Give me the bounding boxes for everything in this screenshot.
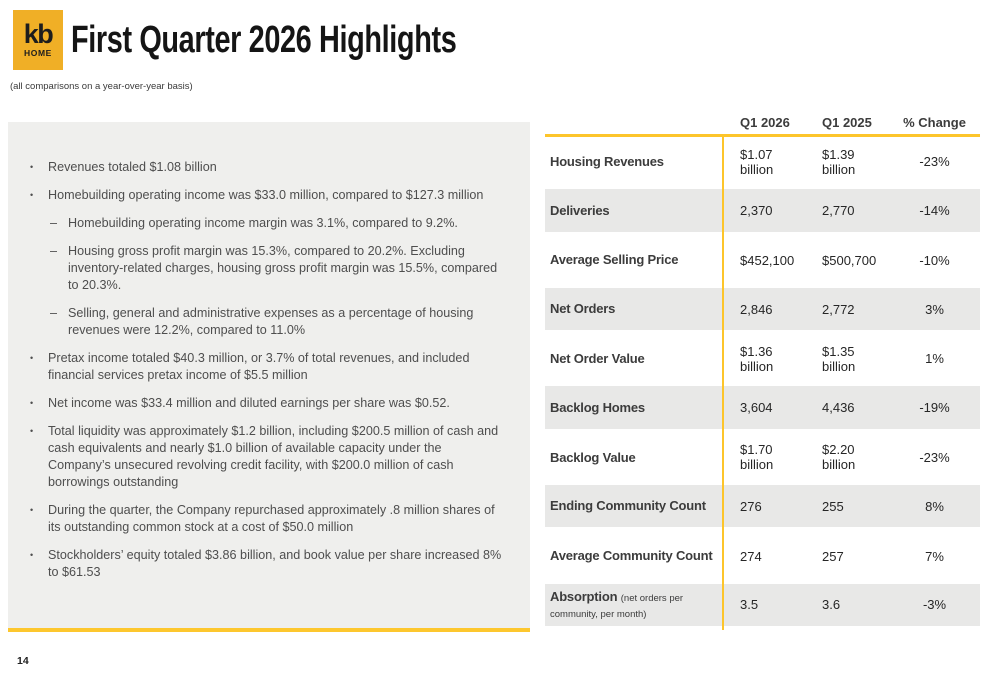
value-pct-change: -14% [919,202,950,218]
bullet-text: Pretax income totaled $40.3 million, or … [48,351,470,382]
col-header-pct-change: % Change [903,114,966,130]
row-average-community-count: Average Community Count 274 257 7% [545,531,980,580]
bullet-homebuilding-income: Homebuilding operating income was $33.0 … [28,187,502,204]
row-label: Average Selling Price [550,252,679,268]
value-q1-2026: $1.07 billion [740,146,774,177]
value-q1-2025: $2.20 billion [822,442,856,473]
bullet-stockholders-equity: Stockholders’ equity totaled $3.86 billi… [28,547,502,581]
row-label-main: Absorption [550,589,618,605]
row-deliveries: Deliveries 2,370 2,770 -14% [545,186,980,235]
row-label-note: (net orders per community, per month) [550,593,684,620]
row-label: Backlog Homes [550,399,645,415]
bullet-text: Net income was $33.4 million and diluted… [48,396,450,410]
bullet-revenues: Revenues totaled $1.08 billion [28,159,502,176]
bullet-text: Homebuilding operating income margin was… [68,216,458,230]
value-q1-2026: 3.5 [740,597,759,613]
value-q1-2026: 276 [740,498,762,514]
row-housing-revenues: Housing Revenues $1.07 billion $1.39 bil… [545,137,980,186]
row-label: Deliveries [550,202,610,218]
row-label: Housing Revenues [550,153,664,169]
value-q1-2026: $452,100 [740,252,795,268]
col-header-q1-2025: Q1 2025 [822,114,872,130]
bullet-text: Homebuilding operating income was $33.0 … [48,188,484,202]
bullet-operating-margin: Homebuilding operating income margin was… [50,215,502,232]
highlights-panel: Revenues totaled $1.08 billion Homebuild… [8,122,530,632]
bullet-pretax-income: Pretax income totaled $40.3 million, or … [28,350,502,384]
bullet-text: Stockholders’ equity totaled $3.86 billi… [48,548,502,579]
value-q1-2025: $500,700 [822,252,877,268]
row-backlog-homes: Backlog Homes 3,604 4,436 -19% [545,383,980,432]
value-pct-change: -3% [922,597,947,613]
logo-home-text: HOME [24,48,52,59]
value-pct-change: 3% [925,301,944,317]
value-pct-change: 7% [925,548,944,564]
row-ending-community-count: Ending Community Count 276 255 8% [545,482,980,531]
row-net-orders: Net Orders 2,846 2,772 3% [545,285,980,334]
row-average-selling-price: Average Selling Price $452,100 $500,700 … [545,236,980,285]
value-pct-change: 8% [925,498,944,514]
bullet-text: Housing gross profit margin was 15.3%, c… [68,244,498,292]
value-q1-2025: 257 [822,548,844,564]
row-absorption: Absorption (net orders per community, pe… [545,581,980,630]
table-header-divider [545,134,980,137]
row-backlog-value: Backlog Value $1.70 billion $2.20 billio… [545,433,980,482]
value-q1-2025: 2,770 [822,202,855,218]
bullet-gross-profit-margin: Housing gross profit margin was 15.3%, c… [50,243,502,294]
value-q1-2025: 255 [822,498,844,514]
row-label: Absorption (net orders per community, pe… [545,589,722,620]
table-column-divider [722,134,724,630]
bullet-total-liquidity: Total liquidity was approximately $1.2 b… [28,423,502,491]
value-q1-2026: $1.36 billion [740,343,774,374]
value-q1-2026: 2,846 [740,301,773,317]
bullet-net-income: Net income was $33.4 million and diluted… [28,395,502,412]
bullet-text: Revenues totaled $1.08 billion [48,160,217,174]
value-q1-2026: $1.70 billion [740,442,774,473]
value-q1-2025: $1.35 billion [822,343,856,374]
bullet-share-repurchase: During the quarter, the Company repurcha… [28,502,502,536]
kb-home-logo: kb HOME [13,10,63,70]
value-pct-change: -23% [919,154,950,170]
page-subtitle: (all comparisons on a year-over-year bas… [10,81,193,92]
value-q1-2025: 4,436 [822,400,855,416]
value-pct-change: -10% [919,252,950,268]
col-header-q1-2026: Q1 2026 [740,114,790,130]
row-label: Backlog Value [550,449,636,465]
bullet-text: During the quarter, the Company repurcha… [48,503,495,534]
row-label: Ending Community Count [550,498,706,514]
metrics-table: Q1 2026 Q1 2025 % Change Housing Revenue… [545,110,980,630]
page-title: First Quarter 2026 Highlights [71,19,457,61]
value-pct-change: -23% [919,449,950,465]
value-q1-2025: 2,772 [822,301,855,317]
bullet-sga-expenses: Selling, general and administrative expe… [50,305,502,339]
row-label: Average Community Count [550,548,713,564]
bullet-text: Total liquidity was approximately $1.2 b… [48,424,499,489]
value-q1-2025: $1.39 billion [822,146,856,177]
value-q1-2026: 3,604 [740,400,773,416]
value-q1-2025: 3.6 [822,597,841,613]
row-label: Net Order Value [550,351,645,367]
bullet-text: Selling, general and administrative expe… [68,306,474,337]
value-pct-change: 1% [925,351,944,367]
page-number: 14 [17,655,29,667]
value-pct-change: -19% [919,400,950,416]
row-label: Net Orders [550,301,616,317]
bullet-list: Revenues totaled $1.08 billion Homebuild… [28,159,502,581]
value-q1-2026: 2,370 [740,202,773,218]
logo-kb-text: kb [23,18,54,49]
table-header-row: Q1 2026 Q1 2025 % Change [545,110,980,134]
row-net-order-value: Net Order Value $1.36 billion $1.35 bill… [545,334,980,383]
value-q1-2026: 274 [740,548,762,564]
